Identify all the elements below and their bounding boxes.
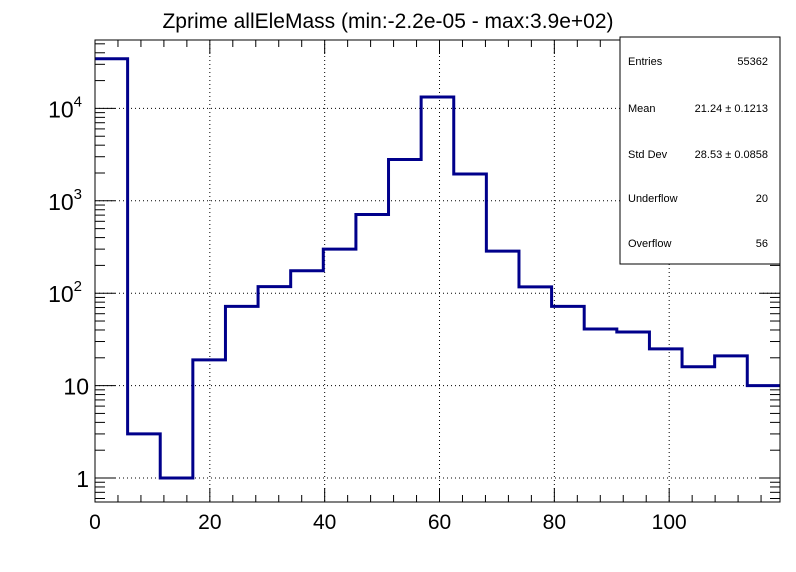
histogram-bin xyxy=(193,360,226,502)
x-tick-label: 60 xyxy=(428,511,451,534)
histogram-bin xyxy=(454,174,487,502)
histogram-bin xyxy=(486,251,519,502)
stats-label: Underflow xyxy=(628,193,678,205)
stats-value: 56 xyxy=(756,238,768,250)
stats-value: 21.24 ± 0.1213 xyxy=(695,103,768,115)
x-tick-label: 80 xyxy=(543,511,566,534)
stats-label: Std Dev xyxy=(628,149,668,161)
histogram-bin xyxy=(160,478,193,502)
histogram-bin xyxy=(95,59,128,502)
y-tick-label: 103 xyxy=(48,186,82,215)
y-tick-label: 102 xyxy=(48,278,82,307)
histogram-bin xyxy=(356,215,389,502)
histogram-bin xyxy=(389,159,422,502)
histogram-outline xyxy=(95,57,780,480)
y-tick-label: 104 xyxy=(48,93,82,122)
histogram-bin xyxy=(682,367,715,502)
stats-value: 28.53 ± 0.0858 xyxy=(695,149,768,161)
stats-label: Entries xyxy=(628,56,663,68)
y-tick-base: 1 xyxy=(76,466,89,492)
y-tick-exponent: 3 xyxy=(74,186,82,203)
histogram-bin xyxy=(291,271,324,502)
histogram-bin xyxy=(584,329,617,502)
y-tick-label: 10 xyxy=(63,374,89,400)
y-tick-exponent: 2 xyxy=(74,278,82,295)
x-tick-labels: 0 20 40 60 80 100 xyxy=(89,511,687,534)
histogram-bin xyxy=(421,97,454,502)
histogram-bin xyxy=(747,386,780,502)
histogram-bin xyxy=(715,356,748,502)
y-tick-label: 1 xyxy=(76,466,89,492)
stats-value: 55362 xyxy=(737,56,768,68)
stats-box: Entries 55362 Mean 21.24 ± 0.1213 Std Dev 28.… xyxy=(619,36,781,265)
histogram-bin xyxy=(519,287,552,502)
histogram-bin xyxy=(128,434,161,502)
y-tick-base: 10 xyxy=(48,96,74,122)
y-tick-base: 10 xyxy=(48,189,74,215)
stats-label: Overflow xyxy=(628,238,671,250)
histogram-bin xyxy=(323,249,356,502)
histogram-bin xyxy=(225,306,258,502)
y-tick-exponent: 4 xyxy=(74,93,82,110)
stats-box-frame xyxy=(619,36,781,265)
histogram-series xyxy=(95,57,780,502)
stats-label: Mean xyxy=(628,103,656,115)
plot-frame xyxy=(94,39,781,503)
histogram-bin xyxy=(258,287,291,502)
x-tick-label: 40 xyxy=(313,511,336,534)
histogram-bin xyxy=(617,332,650,502)
stats-value: 20 xyxy=(756,193,768,205)
histogram-bin xyxy=(552,306,585,502)
chart-title: Zprime allEleMass (min:-2.2e-05 - max:3.… xyxy=(162,10,613,33)
histogram-bin xyxy=(649,349,682,502)
y-tick-base: 10 xyxy=(63,374,89,400)
x-tick-label: 0 xyxy=(89,511,101,534)
y-tick-base: 10 xyxy=(48,281,74,307)
x-tick-label: 20 xyxy=(198,511,221,534)
x-tick-label: 100 xyxy=(652,511,687,534)
